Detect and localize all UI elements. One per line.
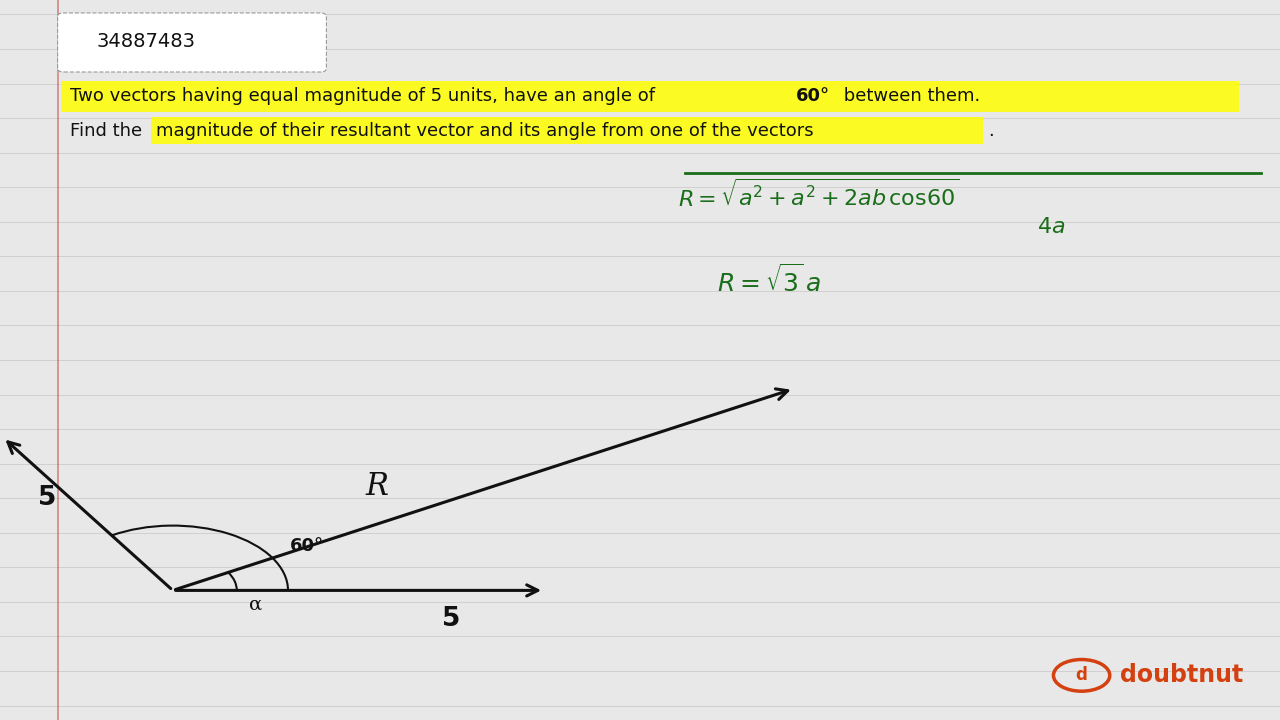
Text: 60°: 60° <box>291 537 324 554</box>
Text: magnitude of their resultant vector and its angle from one of the vectors: magnitude of their resultant vector and … <box>156 122 814 140</box>
Text: 5: 5 <box>442 606 461 632</box>
FancyBboxPatch shape <box>58 13 326 72</box>
Text: $R = \sqrt{3}\,a$: $R = \sqrt{3}\,a$ <box>717 264 822 297</box>
Text: 5: 5 <box>38 485 56 510</box>
Text: 60°: 60° <box>796 87 831 105</box>
Text: between them.: between them. <box>838 87 980 105</box>
Text: $4a$: $4a$ <box>1037 216 1065 238</box>
Text: 34887483: 34887483 <box>96 32 195 51</box>
Text: Find the: Find the <box>70 122 148 140</box>
Text: $R = \sqrt{a^2 + a^2 + 2ab\,\mathrm{cos}60}$: $R = \sqrt{a^2 + a^2 + 2ab\,\mathrm{cos}… <box>678 180 960 212</box>
Text: Two vectors having equal magnitude of 5 units, have an angle of: Two vectors having equal magnitude of 5 … <box>70 87 662 105</box>
Text: α: α <box>250 596 262 613</box>
Bar <box>61 81 1239 112</box>
Text: doubtnut: doubtnut <box>1120 663 1243 688</box>
Text: .: . <box>988 122 993 140</box>
Bar <box>151 117 983 144</box>
Text: R: R <box>365 471 388 502</box>
Text: d: d <box>1075 667 1088 684</box>
